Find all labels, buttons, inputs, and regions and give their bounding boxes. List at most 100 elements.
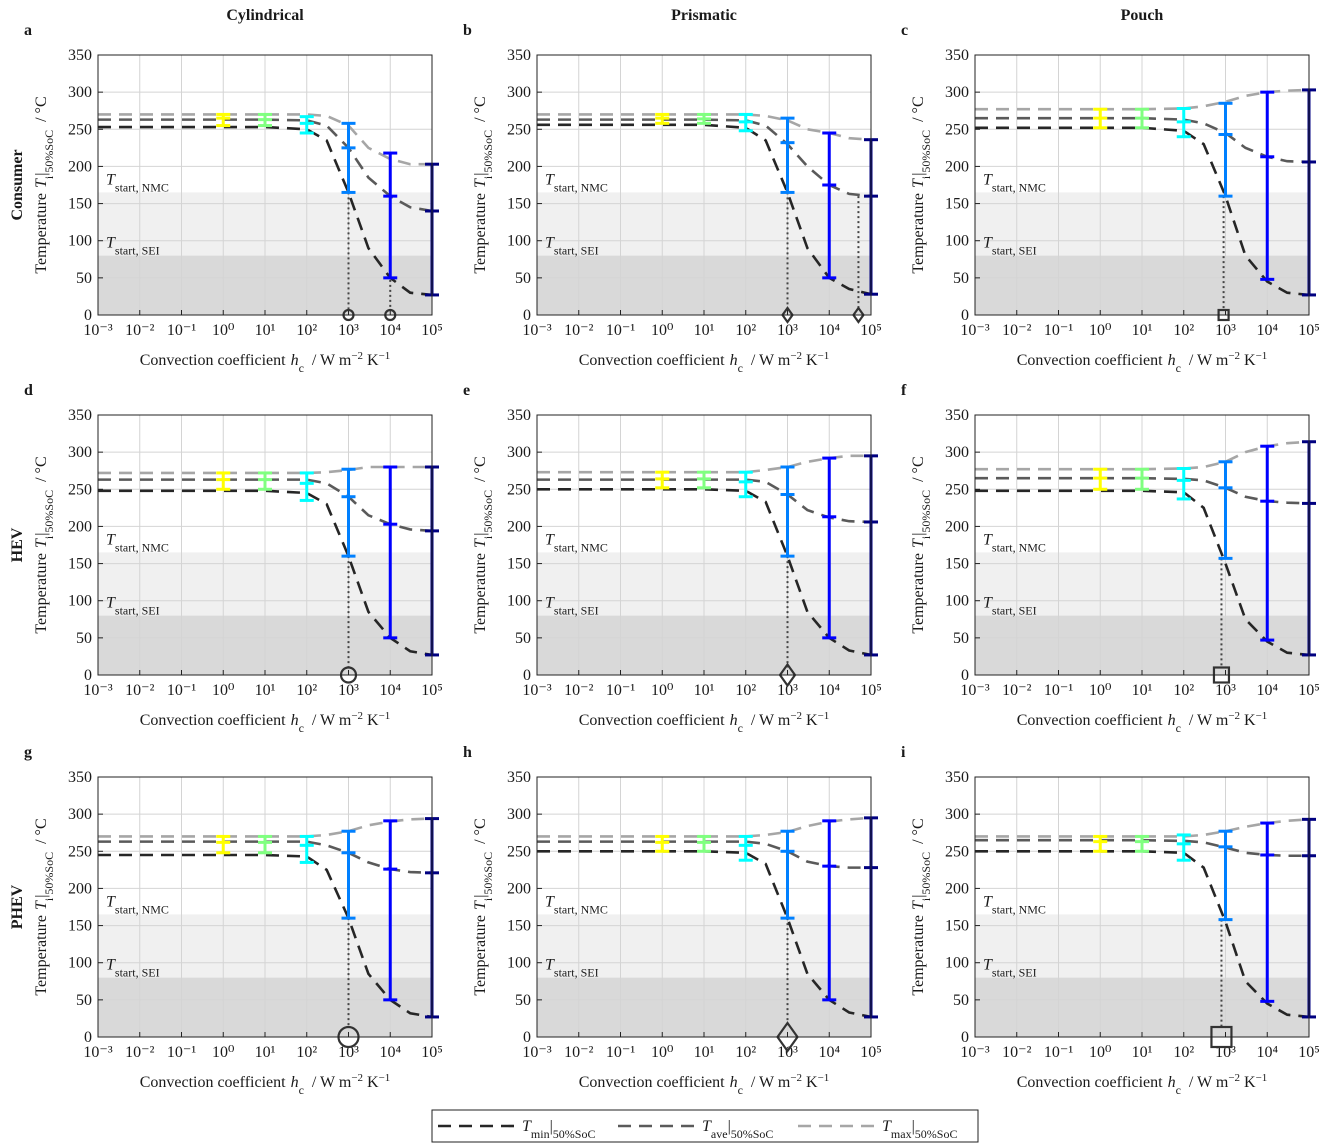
threshold-label: Tstart, NMC xyxy=(106,893,169,916)
x-tick-label: 10⁻² xyxy=(1002,322,1031,339)
x-axis-label-part: / W m xyxy=(751,712,791,729)
x-axis-label-part: −1 xyxy=(818,350,830,362)
x-tick-label: 10¹ xyxy=(1132,322,1153,339)
y-tick-label: 200 xyxy=(945,880,969,897)
y-tick-label: 100 xyxy=(945,233,969,250)
x-axis-label-part: −1 xyxy=(818,710,830,722)
y-tick-label: 150 xyxy=(945,556,969,573)
x-axis-label-part: K xyxy=(367,352,379,369)
x-tick-label: 10² xyxy=(296,1044,317,1061)
y-tick-label: 0 xyxy=(961,1029,969,1046)
threshold-label-part: T xyxy=(106,957,116,974)
x-tick-label: 10⁴ xyxy=(1256,682,1278,699)
x-tick-label: 10⁻¹ xyxy=(167,322,196,339)
y-axis-label-part: i xyxy=(481,535,495,539)
x-tick-label: 10⁻² xyxy=(1002,682,1031,699)
legend-label-part: 50%SoC xyxy=(915,1127,958,1141)
y-axis-label-part: Temperature xyxy=(910,193,927,274)
x-axis-label-part: Convection coefficient xyxy=(140,1074,286,1091)
y-tick-label: 250 xyxy=(68,481,92,498)
threshold-label-part: start, NMC xyxy=(992,180,1046,194)
threshold-label-part: start, SEI xyxy=(992,604,1037,618)
y-tick-label: 50 xyxy=(953,992,969,1009)
y-axis-label-part: i xyxy=(919,535,933,539)
y-axis-label-part: T xyxy=(910,538,927,548)
y-tick-label: 250 xyxy=(945,121,969,138)
x-tick-label: 10² xyxy=(296,322,317,339)
x-axis-label-part: / W m xyxy=(1189,352,1229,369)
x-axis-label-part: −1 xyxy=(379,1072,391,1084)
threshold-label: Tstart, SEI xyxy=(983,957,1037,980)
y-tick-label: 350 xyxy=(507,47,531,64)
x-axis-label-part: −1 xyxy=(1256,1072,1268,1084)
panel-letter: h xyxy=(463,744,472,761)
y-axis-label-part: 50%SoC xyxy=(919,490,933,533)
y-tick-label: 50 xyxy=(515,270,531,287)
x-tick-label: 10⁰ xyxy=(212,682,234,699)
y-axis-label-part: T xyxy=(472,538,489,548)
x-axis-label-part: Convection coefficient xyxy=(579,712,725,729)
series-line xyxy=(98,125,433,297)
y-axis-label: Temperature Ti|50%SoC / °C xyxy=(33,818,56,995)
x-tick-label: 10⁻³ xyxy=(522,322,551,339)
threshold-label-part: start, SEI xyxy=(554,966,599,980)
x-tick-label: 10⁻¹ xyxy=(606,1044,635,1061)
onset-marker xyxy=(781,306,794,324)
x-tick-label: 10⁻³ xyxy=(522,682,551,699)
y-axis-label-part: / °C xyxy=(33,818,50,844)
y-axis-label: Temperature Ti|50%SoC / °C xyxy=(472,456,495,633)
x-axis-label-part: Convection coefficient xyxy=(579,352,725,369)
x-axis-label-part: / W m xyxy=(312,352,352,369)
threshold-label-part: start, NMC xyxy=(554,180,608,194)
x-axis-label-part: h xyxy=(291,352,299,369)
legend-label-part: 50%SoC xyxy=(553,1127,596,1141)
threshold-label-part: T xyxy=(545,595,555,612)
threshold-label-part: T xyxy=(106,531,116,548)
y-axis-label-part: / °C xyxy=(33,456,50,482)
y-tick-label: 100 xyxy=(945,955,969,972)
x-axis-label: Convection coefficient hc / W m−2 K−1 xyxy=(140,350,391,375)
x-axis-label-part: c xyxy=(299,1083,304,1097)
y-tick-label: 250 xyxy=(945,481,969,498)
legend-label: Tave|50%SoC xyxy=(702,1118,773,1141)
series-line xyxy=(537,123,872,296)
x-tick-label: 10⁻³ xyxy=(83,322,112,339)
y-tick-label: 50 xyxy=(953,270,969,287)
y-axis-label-part: | xyxy=(33,895,50,898)
panel-letter: f xyxy=(901,382,907,399)
y-tick-label: 200 xyxy=(507,518,531,535)
x-axis-label: Convection coefficient hc / W m−2 K−1 xyxy=(140,1072,391,1097)
y-tick-label: 100 xyxy=(945,593,969,610)
y-axis-label-part: | xyxy=(33,533,50,536)
y-axis-label: Temperature Ti|50%SoC / °C xyxy=(910,818,933,995)
row-title: HEV xyxy=(9,527,26,562)
x-tick-label: 10⁻¹ xyxy=(606,682,635,699)
y-tick-label: 350 xyxy=(68,407,92,424)
x-axis-label-part: Convection coefficient xyxy=(1017,1074,1163,1091)
y-axis-label-part: i xyxy=(42,897,56,901)
legend-label-part: ave xyxy=(711,1127,728,1141)
x-tick-label: 10² xyxy=(296,682,317,699)
x-axis-label-part: −1 xyxy=(379,350,391,362)
series-line xyxy=(975,489,1310,657)
x-tick-label: 10⁵ xyxy=(421,1044,443,1061)
x-axis-label-part: K xyxy=(806,352,818,369)
x-axis-label-part: Convection coefficient xyxy=(140,352,286,369)
x-tick-label: 10¹ xyxy=(694,682,715,699)
legend-label-part: T xyxy=(702,1118,712,1135)
x-tick-label: 10⁴ xyxy=(818,322,840,339)
x-tick-label: 10⁰ xyxy=(212,322,234,339)
y-tick-label: 50 xyxy=(76,270,92,287)
y-axis-label-part: Temperature xyxy=(33,553,50,634)
y-tick-label: 50 xyxy=(76,992,92,1009)
panel-letter: a xyxy=(24,22,32,39)
y-tick-label: 300 xyxy=(68,444,92,461)
x-axis-label-part: h xyxy=(1168,352,1176,369)
x-axis-label-part: Convection coefficient xyxy=(1017,352,1163,369)
x-tick-label: 10⁻³ xyxy=(522,1044,551,1061)
axes-frame xyxy=(974,54,1310,316)
threshold-label-part: T xyxy=(106,893,116,910)
x-tick-label: 10¹ xyxy=(694,322,715,339)
legend-label-part: 50%SoC xyxy=(731,1127,774,1141)
y-axis-label-part: i xyxy=(481,175,495,179)
